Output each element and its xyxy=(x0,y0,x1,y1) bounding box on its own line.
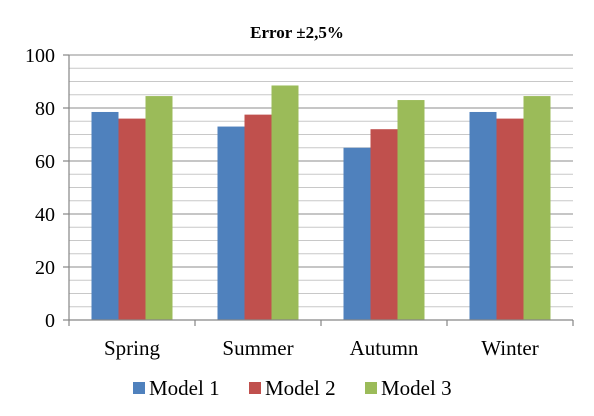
chart-title: Error ±2,5% xyxy=(250,23,344,42)
bar-model-1-spring xyxy=(91,111,119,320)
y-tick-label: 0 xyxy=(45,310,55,332)
bar-model-3-autumn xyxy=(397,100,425,320)
bar-model-3-spring xyxy=(145,96,173,320)
y-tick-label: 40 xyxy=(35,204,55,226)
y-tick-label: 100 xyxy=(25,45,55,67)
legend-swatch-model-1 xyxy=(133,382,145,394)
bar-model-3-winter xyxy=(523,96,551,320)
legend-swatch-model-3 xyxy=(365,382,377,394)
x-tick-label: Spring xyxy=(104,336,161,360)
bar-model-3-summer xyxy=(271,85,299,320)
legend-label-model-2: Model 2 xyxy=(265,376,336,400)
axes xyxy=(63,54,574,326)
bar-model-2-autumn xyxy=(370,129,398,320)
x-tick-label: Winter xyxy=(481,336,538,360)
legend: Model 1 Model 2 Model 3 xyxy=(133,376,452,400)
bars xyxy=(91,85,551,320)
y-tick-label: 60 xyxy=(35,151,55,173)
bar-model-2-spring xyxy=(118,118,146,320)
y-axis-tick-labels: 0 20 40 60 80 100 xyxy=(25,45,55,332)
bar-model-1-summer xyxy=(217,126,245,320)
legend-label-model-3: Model 3 xyxy=(381,376,452,400)
y-tick-label: 20 xyxy=(35,257,55,279)
x-axis-tick-labels: Spring Summer Autumn Winter xyxy=(104,336,539,360)
bar-model-2-summer xyxy=(244,114,272,320)
legend-swatch-model-2 xyxy=(249,382,261,394)
bar-model-1-autumn xyxy=(343,147,371,320)
legend-label-model-1: Model 1 xyxy=(149,376,220,400)
bar-model-2-winter xyxy=(496,118,524,320)
y-tick-label: 80 xyxy=(35,98,55,120)
bar-model-1-winter xyxy=(469,111,497,320)
x-tick-label: Autumn xyxy=(350,336,419,360)
x-tick-label: Summer xyxy=(222,336,293,360)
